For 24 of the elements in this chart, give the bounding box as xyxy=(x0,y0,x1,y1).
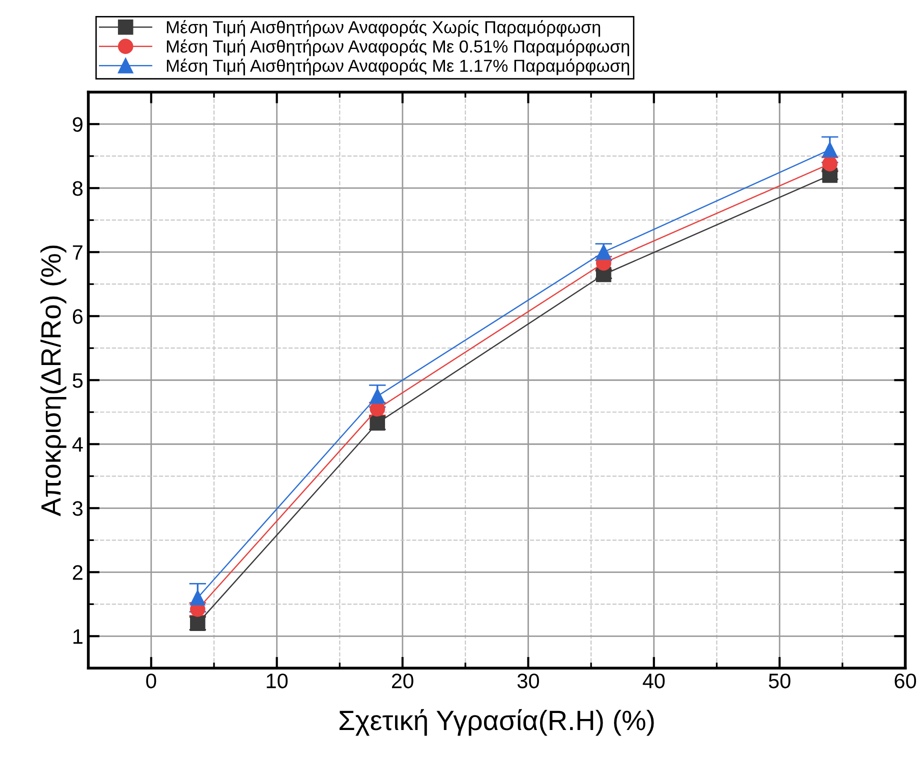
x-tick-label: 0 xyxy=(146,674,156,688)
legend-label: Μέση Τιμή Αισθητήρων Αναφοράς Με 0.51% Παραμόρφωση xyxy=(166,39,630,56)
y-tick-label: 9 xyxy=(72,117,82,132)
x-tick-label: 50 xyxy=(768,674,790,688)
x-tick-label: 30 xyxy=(517,674,539,688)
x-tick-label: 10 xyxy=(266,674,288,688)
y-tick-label: 1 xyxy=(73,629,82,644)
y-tick-label: 3 xyxy=(72,501,83,516)
x-tick-label: 40 xyxy=(642,674,665,688)
point xyxy=(370,388,386,404)
point xyxy=(822,142,838,158)
x-tick-label: 60 xyxy=(894,674,916,688)
y-tick-label: 4 xyxy=(72,437,83,452)
y-tick-label: 5 xyxy=(72,373,83,388)
y-tick-label: 8 xyxy=(72,181,83,196)
y-axis-title: Αποκριση(ΔR/Ro) (%) xyxy=(40,246,66,516)
legend-label: Μέση Τιμή Αισθητήρων Αναφοράς Χωρίς Παραμόρφωση xyxy=(166,20,600,37)
legend-label: Μέση Τιμή Αισθητήρων Αναφοράς Με 1.17% Παραμόρφωση xyxy=(166,58,630,76)
x-axis-title: Σχετική Υγρασία(R.H) (%) xyxy=(340,709,654,736)
y-tick-label: 7 xyxy=(72,245,82,260)
y-tick-label: 6 xyxy=(72,309,83,324)
x-tick-label: 20 xyxy=(392,674,414,688)
point xyxy=(190,590,206,606)
y-tick-label: 2 xyxy=(72,565,82,580)
